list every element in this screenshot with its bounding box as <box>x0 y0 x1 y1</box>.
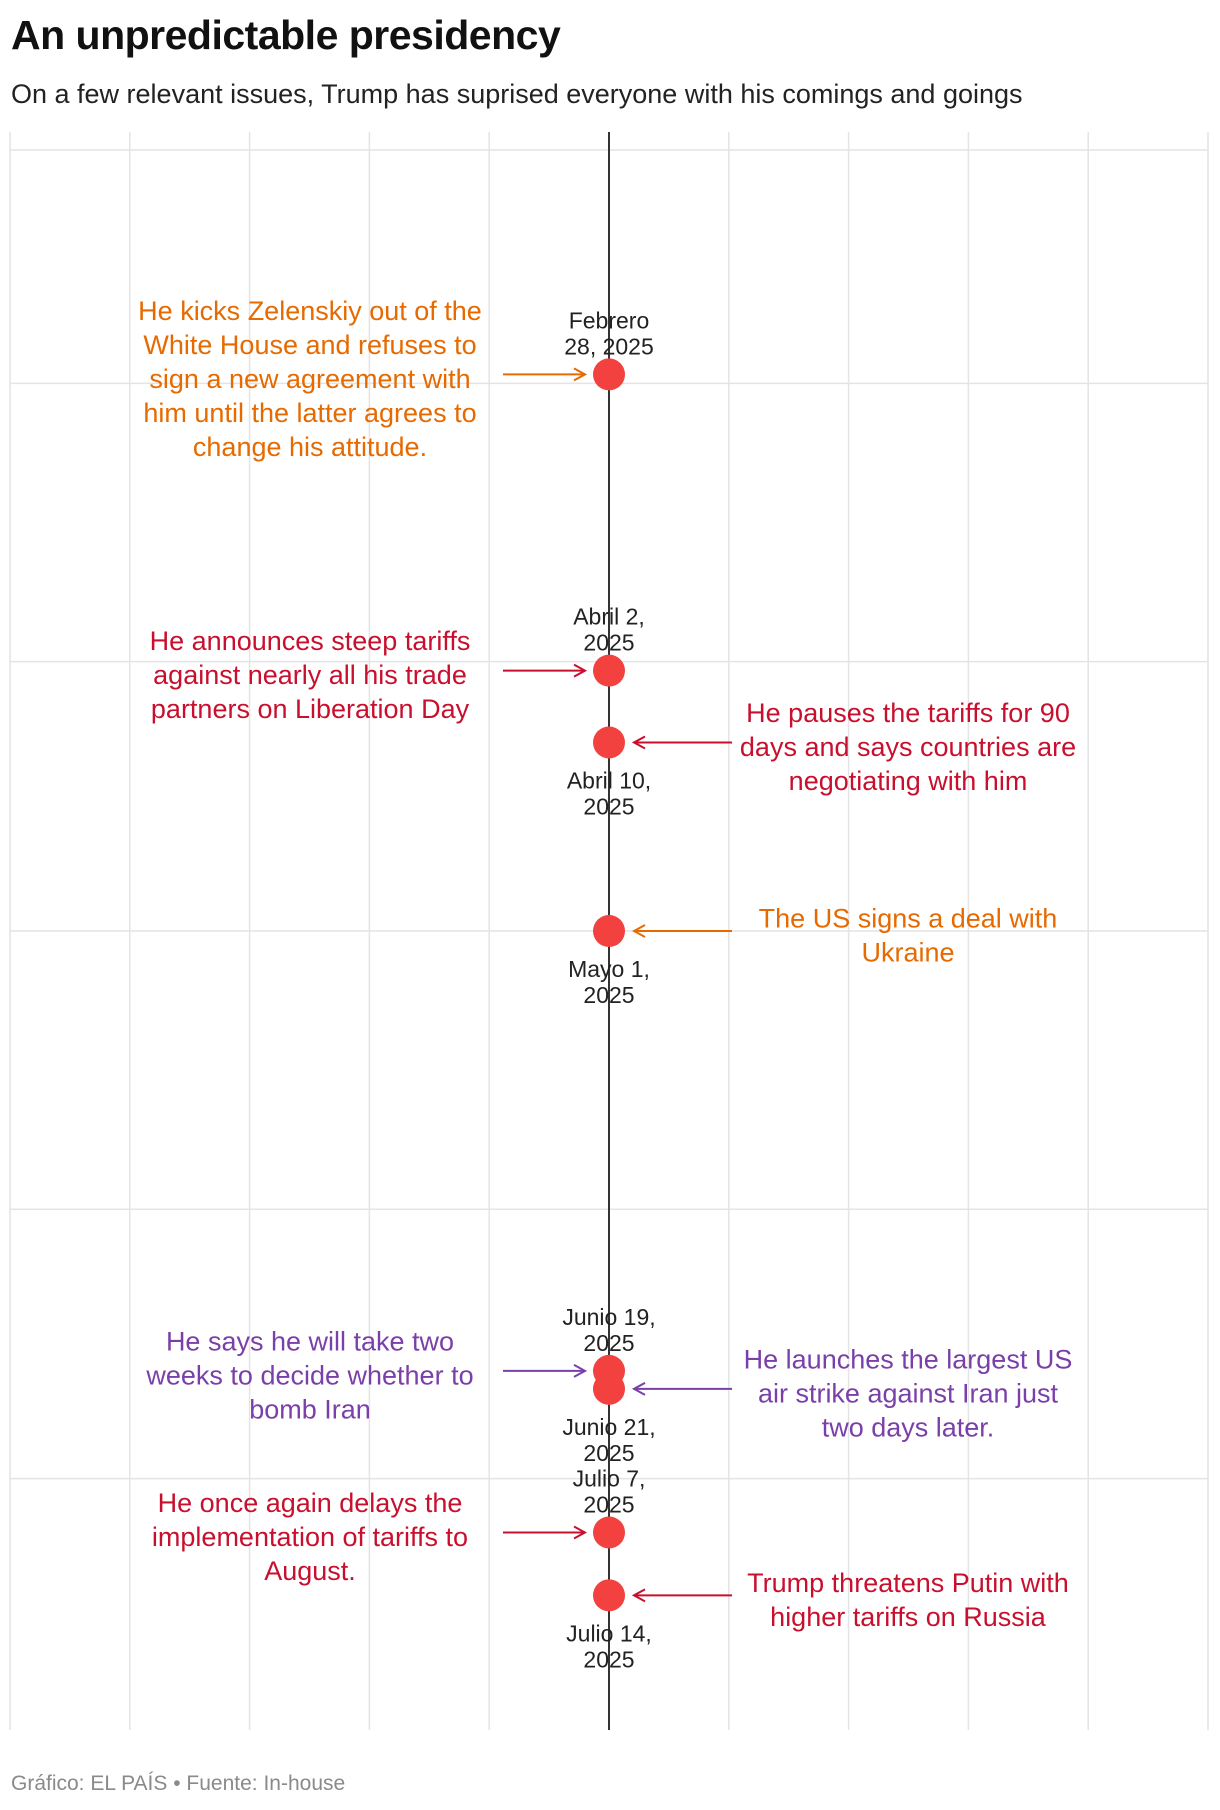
event-annotation-line: him until the latter agrees to <box>143 398 476 428</box>
event-annotation-line: He says he will take two <box>166 1326 454 1356</box>
event-annotation: He once again delays the implementation o… <box>152 1488 468 1586</box>
event-annotation: The US signs a deal with Ukraine <box>759 903 1058 967</box>
event-2025-06-19: He says he will take two weeks to decide … <box>145 1304 655 1424</box>
event-annotation: He kicks Zelenskiy out of the White House… <box>138 296 482 462</box>
event-annotation-line: days and says countries are <box>740 732 1076 762</box>
event-date-line: 28, 2025 <box>564 333 654 359</box>
event-annotation-line: He announces steep tariffs <box>150 626 471 656</box>
event-annotation: He says he will take two weeks to decide … <box>145 1326 473 1424</box>
event-date-label: Abril 10, 2025 <box>567 767 651 819</box>
event-annotation-line: higher tariffs on Russia <box>770 1602 1047 1632</box>
event-annotation-line: He once again delays the <box>158 1488 463 1518</box>
event-date-line: Junio 19, <box>562 1304 655 1330</box>
chart-title: An unpredictable presidency <box>11 12 561 58</box>
chart-credit: Gráfico: EL PAÍS • Fuente: In-house <box>11 1772 346 1795</box>
event-marker <box>593 358 625 391</box>
event-date-line: Abril 2, <box>573 604 645 630</box>
event-date-label: Mayo 1, 2025 <box>568 956 650 1008</box>
event-date-line: Junio 21, <box>562 1414 655 1440</box>
timeline-chart: He kicks Zelenskiy out of the White House… <box>9 132 1209 1730</box>
event-annotation-line: against nearly all his trade <box>153 660 467 690</box>
event-date-line: 2025 <box>583 630 634 656</box>
event-date-label: Abril 2, 2025 <box>573 604 645 656</box>
event-annotation-line: White House and refuses to <box>143 330 476 360</box>
event-annotation-line: He launches the largest US <box>744 1344 1073 1374</box>
event-date-label: Febrero 28, 2025 <box>564 307 654 359</box>
event-annotation-line: The US signs a deal with <box>759 903 1058 933</box>
event-2025-05-01: The US signs a deal with Ukraine Mayo 1, 20… <box>568 903 1057 1008</box>
event-annotation-line: sign a new agreement with <box>149 364 470 394</box>
event-annotation-line: air strike against Iran just <box>758 1378 1059 1408</box>
event-2025-07-07: He once again delays the implementation o… <box>152 1465 646 1585</box>
event-2025-06-21: He launches the largest US air strike aga… <box>562 1344 1072 1466</box>
event-annotation-line: He kicks Zelenskiy out of the <box>138 296 482 326</box>
event-marker <box>593 915 625 947</box>
event-date-label: Junio 19, 2025 <box>562 1304 655 1356</box>
event-annotation: He announces steep tariffs against nearly… <box>150 626 471 724</box>
event-annotation-line: negotiating with him <box>789 766 1028 796</box>
event-date-label: Junio 21, 2025 <box>562 1414 655 1466</box>
event-annotation: Trump threatens Putin with higher tariffs… <box>747 1568 1069 1632</box>
event-annotation-line: Trump threatens Putin with <box>747 1568 1069 1598</box>
event-annotation-line: partners on Liberation Day <box>151 694 470 724</box>
event-date-line: 2025 <box>583 1440 634 1466</box>
event-date-line: 2025 <box>583 1491 634 1517</box>
chart-subtitle: On a few relevant issues, Trump has supr… <box>11 79 1023 109</box>
event-2025-02-28: He kicks Zelenskiy out of the White House… <box>138 296 654 462</box>
event-date-line: Abril 10, <box>567 767 651 793</box>
event-date-label: Julio 7, 2025 <box>573 1465 646 1517</box>
event-marker <box>593 1579 625 1612</box>
event-annotation-line: bomb Iran <box>249 1394 371 1424</box>
event-date-line: Julio 14, <box>566 1620 652 1646</box>
event-2025-04-02: He announces steep tariffs against nearly… <box>150 604 645 724</box>
event-date-line: 2025 <box>583 1330 634 1356</box>
events: He kicks Zelenskiy out of the White House… <box>138 296 1076 1672</box>
event-date-line: 2025 <box>583 982 634 1008</box>
event-annotation: He pauses the tariffs for 90 days and say… <box>740 698 1076 796</box>
event-annotation-line: Ukraine <box>861 937 954 967</box>
event-annotation-line: implementation of tariffs to <box>152 1522 468 1552</box>
event-marker <box>593 654 625 687</box>
event-marker <box>593 1516 625 1549</box>
event-annotation-line: August. <box>264 1556 356 1586</box>
event-2025-07-14: Trump threatens Putin with higher tariffs… <box>566 1568 1069 1673</box>
event-annotation: He launches the largest US air strike aga… <box>744 1344 1073 1442</box>
event-date-line: 2025 <box>583 793 634 819</box>
event-annotation-line: two days later. <box>822 1412 995 1442</box>
event-date-line: Febrero <box>569 307 650 333</box>
event-date-line: Mayo 1, <box>568 956 650 982</box>
event-date-label: Julio 14, 2025 <box>566 1620 652 1672</box>
event-annotation-line: He pauses the tariffs for 90 <box>746 698 1070 728</box>
event-annotation-line: weeks to decide whether to <box>145 1360 473 1390</box>
event-2025-04-10: He pauses the tariffs for 90 days and say… <box>567 698 1076 820</box>
event-annotation-line: change his attitude. <box>193 432 427 462</box>
event-date-line: Julio 7, <box>573 1465 646 1491</box>
event-marker <box>593 726 625 759</box>
event-marker <box>593 1372 625 1405</box>
event-date-line: 2025 <box>583 1646 634 1672</box>
